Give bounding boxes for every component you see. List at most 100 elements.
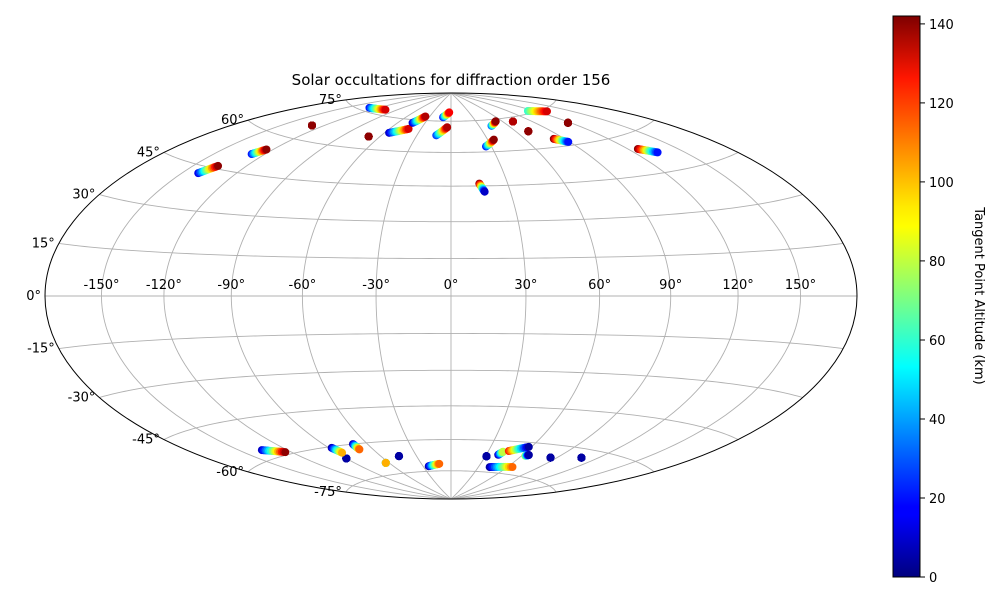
colorbar-tick-label: 20 xyxy=(929,492,946,507)
occultation-point xyxy=(338,448,347,457)
occultation-point xyxy=(564,137,573,146)
latitude-tick-label: -45° xyxy=(132,433,160,448)
occultation-point xyxy=(508,462,517,471)
occultation-track xyxy=(381,458,390,467)
occultation-point xyxy=(381,105,390,114)
longitude-tick-label: -30° xyxy=(362,278,390,293)
latitude-tick-label: 45° xyxy=(137,146,160,161)
occultation-track xyxy=(482,452,491,461)
longitude-tick-label: 90° xyxy=(659,278,682,293)
occultation-point xyxy=(563,118,572,127)
longitude-tick-label: -150° xyxy=(83,278,119,293)
occultation-track xyxy=(523,106,551,116)
occultation-track xyxy=(394,452,403,461)
longitude-tick-label: -60° xyxy=(289,278,317,293)
occultation-point xyxy=(281,448,290,457)
occultation-track xyxy=(487,117,500,130)
colorbar-gradient xyxy=(892,15,921,578)
occultation-track xyxy=(194,161,223,178)
occultation-track xyxy=(385,124,413,137)
occultation-track xyxy=(348,440,364,454)
latitude-tick-label: -15° xyxy=(27,342,55,357)
occultation-track xyxy=(577,453,586,462)
colorbar-tick-label: 140 xyxy=(929,18,954,33)
occultation-points xyxy=(194,103,662,472)
colorbar-tick-label: 40 xyxy=(929,413,946,428)
occultation-point xyxy=(262,145,271,154)
colorbar-tick-label: 60 xyxy=(929,334,946,349)
occultation-point xyxy=(435,459,444,468)
occultation-track xyxy=(521,451,533,460)
occultation-point xyxy=(381,458,390,467)
occultation-point xyxy=(214,161,223,170)
occultation-track xyxy=(439,108,454,122)
occultation-track xyxy=(308,121,317,130)
occultation-track xyxy=(494,447,508,459)
longitude-tick-label: 150° xyxy=(785,278,816,293)
occultation-track xyxy=(524,127,533,136)
parallel-line xyxy=(247,119,655,153)
occultation-track xyxy=(408,112,430,127)
chart-title: Solar occultations for diffraction order… xyxy=(292,71,611,89)
occultation-track xyxy=(257,446,290,457)
occultation-point xyxy=(524,127,533,136)
latitude-tick-label: 60° xyxy=(221,113,244,128)
parallel-line xyxy=(99,194,803,223)
occultation-point xyxy=(308,121,317,130)
occultation-track xyxy=(485,462,517,472)
occultation-point xyxy=(445,108,454,117)
occultation-track xyxy=(475,179,489,196)
parallel-line xyxy=(58,243,844,259)
occultation-track xyxy=(247,145,271,159)
colorbar-label: Tangent Point Altitude (km) xyxy=(971,206,986,384)
occultation-point xyxy=(653,148,662,157)
graticule xyxy=(45,93,857,499)
colorbar-tick-label: 80 xyxy=(929,255,946,270)
occultation-point xyxy=(489,135,498,144)
colorbar-tick-label: 0 xyxy=(929,571,937,586)
latitude-tick-label: 30° xyxy=(72,188,95,203)
parallel-line xyxy=(99,369,803,398)
occultation-track xyxy=(546,453,555,462)
parallel-line xyxy=(163,152,739,187)
latitude-tick-label: 75° xyxy=(319,93,342,108)
occultation-point xyxy=(577,453,586,462)
occultation-track xyxy=(432,123,452,140)
occultation-track xyxy=(365,103,390,114)
occultation-track xyxy=(504,442,533,456)
occultation-point xyxy=(491,117,500,126)
occultation-point xyxy=(443,123,452,132)
occultation-point xyxy=(394,452,403,461)
colorbar: 0 20 40 60 80 100 120 140 Tangent Point Altitud… xyxy=(892,15,986,586)
colorbar-tick-label: 120 xyxy=(929,97,954,112)
longitude-tick-labels: -150° -120° -90° -60° -30° 0° 30° 60° 90° 120° 150… xyxy=(83,278,816,293)
occultation-point xyxy=(482,452,491,461)
parallel-line xyxy=(58,333,844,349)
longitude-tick-label: -120° xyxy=(146,278,182,293)
occultation-track xyxy=(549,134,573,146)
parallel-line xyxy=(345,470,557,493)
occultation-track xyxy=(508,117,517,126)
longitude-tick-label: 60° xyxy=(588,278,611,293)
occultation-point xyxy=(524,451,533,459)
occultation-point xyxy=(404,124,413,133)
occultation-point xyxy=(355,445,364,454)
occultation-track xyxy=(633,144,662,157)
occultation-point xyxy=(342,454,351,463)
occultation-track xyxy=(327,443,347,457)
colorbar-tick-label: 100 xyxy=(929,176,954,191)
occultation-track xyxy=(424,459,444,471)
occultation-point xyxy=(524,442,533,451)
latitude-tick-label: -60° xyxy=(216,465,244,480)
latitude-tick-labels: 75° 60° 45° 30° 15° 0° -15° -30° -45° -60° -75° xyxy=(26,93,342,500)
occultation-point xyxy=(421,112,430,121)
latitude-tick-label: -30° xyxy=(68,391,96,406)
occultation-point xyxy=(480,187,489,196)
occultation-track xyxy=(342,454,351,463)
occultation-track xyxy=(482,135,498,151)
parallel-line xyxy=(163,405,739,440)
occultation-track xyxy=(364,132,373,141)
occultation-point xyxy=(542,107,551,116)
latitude-tick-label: -75° xyxy=(314,485,342,500)
occultation-point xyxy=(546,453,555,462)
